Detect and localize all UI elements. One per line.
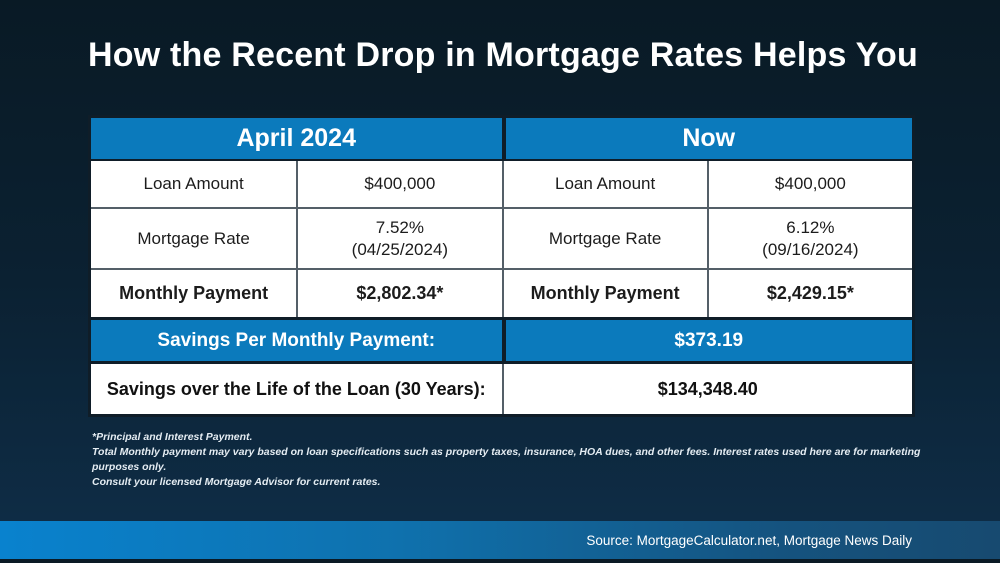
- monthly-payment-value-now: $2,429.15*: [706, 270, 912, 317]
- footer-bar: Source: MortgageCalculator.net, Mortgage…: [0, 521, 1000, 559]
- monthly-savings-label: Savings Per Monthly Payment:: [91, 320, 502, 361]
- loan-amount-label-april: Loan Amount: [91, 161, 297, 207]
- monthly-savings-value: $373.19: [501, 320, 912, 361]
- bottom-edge-strip: [0, 559, 1000, 563]
- table-row-monthly-payment: Monthly Payment $2,802.34* Monthly Payme…: [91, 268, 912, 317]
- mortgage-rate-label-april: Mortgage Rate: [91, 209, 297, 268]
- loan-amount-value-april: $400,000: [296, 161, 502, 207]
- monthly-payment-value-april: $2,802.34*: [296, 270, 502, 317]
- footnote-line-3: Consult your licensed Mortgage Advisor f…: [92, 476, 381, 488]
- table-row-mortgage-rate: Mortgage Rate 7.52% (04/25/2024) Mortgag…: [91, 207, 912, 268]
- lifetime-savings-label: Savings over the Life of the Loan (30 Ye…: [91, 364, 502, 414]
- monthly-payment-label-now: Monthly Payment: [501, 270, 707, 317]
- footnote-line-1: *Principal and Interest Payment.: [92, 431, 253, 443]
- mortgage-rate-label-now: Mortgage Rate: [501, 209, 707, 268]
- rate-date-now: (09/16/2024): [762, 239, 859, 259]
- page-title: How the Recent Drop in Mortgage Rates He…: [88, 36, 918, 74]
- loan-amount-label-now: Loan Amount: [501, 161, 707, 207]
- mortgage-rate-value-now: 6.12% (09/16/2024): [706, 209, 912, 268]
- comparison-table: April 2024 Now Loan Amount $400,000 Loan…: [88, 115, 915, 417]
- lifetime-savings-value: $134,348.40: [501, 364, 912, 414]
- rate-percent-now: 6.12%: [786, 218, 835, 238]
- table-header-row: April 2024 Now: [91, 118, 912, 159]
- table-row-lifetime-savings: Savings over the Life of the Loan (30 Ye…: [91, 364, 912, 414]
- mortgage-rate-value-april: 7.52% (04/25/2024): [296, 209, 502, 268]
- rate-percent-april: 7.52%: [375, 218, 424, 238]
- table-row-loan-amount: Loan Amount $400,000 Loan Amount $400,00…: [91, 159, 912, 207]
- footnote-line-2: Total Monthly payment may vary based on …: [92, 446, 921, 473]
- loan-amount-value-now: $400,000: [706, 161, 912, 207]
- rate-date-april: (04/25/2024): [351, 239, 449, 259]
- footnote-block: *Principal and Interest Payment. Total M…: [92, 430, 922, 490]
- table-header-now: Now: [501, 118, 912, 159]
- monthly-payment-label-april: Monthly Payment: [91, 270, 297, 317]
- table-row-monthly-savings: Savings Per Monthly Payment: $373.19: [91, 317, 912, 364]
- table-header-april: April 2024: [91, 118, 502, 159]
- footer-source-credit: Source: MortgageCalculator.net, Mortgage…: [586, 532, 912, 548]
